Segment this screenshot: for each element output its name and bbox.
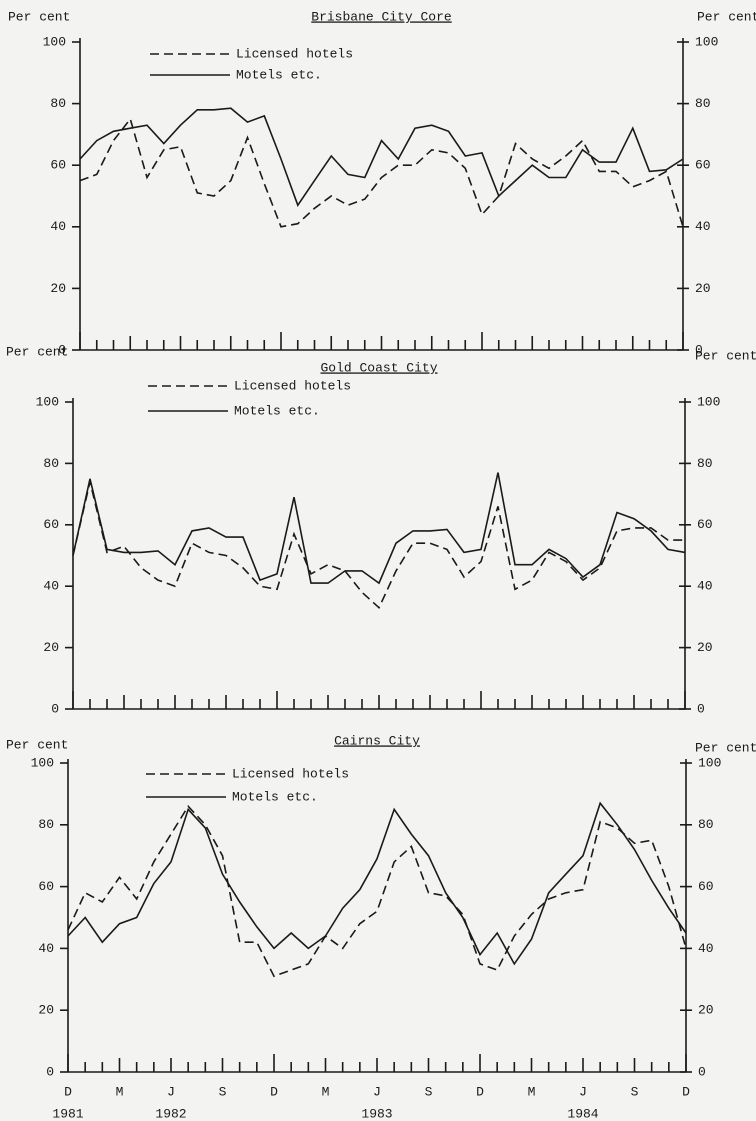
y-tick-label: 80 <box>38 817 54 832</box>
series-line <box>72 481 685 610</box>
legend-label: Motels etc. <box>236 67 322 82</box>
y2-tick-label: 0 <box>697 701 705 716</box>
x-tick-label: S <box>219 1084 227 1099</box>
series-line <box>79 107 684 207</box>
y2-axis-label: Per cent <box>697 9 756 24</box>
y-tick-label: 40 <box>50 219 66 234</box>
y2-tick-label: 20 <box>695 281 711 296</box>
y2-axis-label: Per cent <box>695 348 756 363</box>
y2-tick-label: 100 <box>697 394 720 409</box>
series-line <box>67 801 687 966</box>
series-line <box>79 117 684 228</box>
y-tick-label: 20 <box>38 1003 54 1018</box>
y-tick-label: 100 <box>31 755 54 770</box>
chart-title: Cairns City <box>334 733 420 748</box>
series-line <box>67 804 687 978</box>
legend-label: Licensed hotels <box>234 378 351 393</box>
y2-tick-label: 80 <box>697 456 713 471</box>
y-tick-label: 100 <box>43 34 66 49</box>
x-year-label: 1981 <box>52 1106 83 1121</box>
x-tick-label: S <box>425 1084 433 1099</box>
y-tick-label: 0 <box>51 701 59 716</box>
y-tick-label: 40 <box>43 579 59 594</box>
y-tick-label: 80 <box>50 96 66 111</box>
y2-tick-label: 20 <box>697 640 713 655</box>
y2-tick-label: 100 <box>698 755 721 770</box>
series-line <box>72 472 686 585</box>
y-tick-label: 80 <box>43 456 59 471</box>
y2-tick-label: 0 <box>695 342 703 357</box>
y-tick-label: 100 <box>36 394 59 409</box>
x-tick-label: S <box>631 1084 639 1099</box>
x-year-label: 1984 <box>567 1106 598 1121</box>
legend-label: Licensed hotels <box>232 766 349 781</box>
y-tick-label: 60 <box>50 158 66 173</box>
y-tick-label: 60 <box>38 879 54 894</box>
x-tick-label: D <box>682 1084 690 1099</box>
x-tick-label: J <box>579 1084 587 1099</box>
x-tick-label: J <box>167 1084 175 1099</box>
y2-tick-label: 60 <box>698 879 714 894</box>
x-year-label: 1982 <box>155 1106 186 1121</box>
y2-axis-label: Per cent <box>695 740 756 755</box>
y-tick-label: 0 <box>58 342 66 357</box>
y-tick-label: 20 <box>50 281 66 296</box>
y2-tick-label: 80 <box>695 96 711 111</box>
y2-tick-label: 20 <box>698 1003 714 1018</box>
y-tick-label: 40 <box>38 941 54 956</box>
x-year-label: 1983 <box>361 1106 392 1121</box>
chart-title: Brisbane City Core <box>311 9 451 24</box>
x-tick-label: D <box>270 1084 278 1099</box>
y2-tick-label: 0 <box>698 1064 706 1079</box>
x-tick-label: M <box>116 1084 124 1099</box>
y-axis-label: Per cent <box>6 344 68 359</box>
chart-title: Gold Coast City <box>320 360 437 375</box>
x-tick-label: M <box>528 1084 536 1099</box>
x-tick-label: M <box>322 1084 330 1099</box>
y2-tick-label: 40 <box>697 579 713 594</box>
y2-tick-label: 60 <box>695 158 711 173</box>
y2-tick-label: 100 <box>695 34 718 49</box>
y2-tick-label: 60 <box>697 517 713 532</box>
y2-tick-label: 80 <box>698 817 714 832</box>
legend-label: Licensed hotels <box>236 46 353 61</box>
y2-tick-label: 40 <box>695 219 711 234</box>
y2-tick-label: 40 <box>698 941 714 956</box>
x-tick-label: J <box>373 1084 381 1099</box>
y-tick-label: 20 <box>43 640 59 655</box>
y-tick-label: 60 <box>43 517 59 532</box>
x-tick-label: D <box>476 1084 484 1099</box>
y-axis-label: Per cent <box>8 9 70 24</box>
x-tick-label: D <box>64 1084 72 1099</box>
legend-label: Motels etc. <box>232 789 318 804</box>
legend-label: Motels etc. <box>234 403 320 418</box>
y-axis-label: Per cent <box>6 737 68 752</box>
y-tick-label: 0 <box>46 1064 54 1079</box>
